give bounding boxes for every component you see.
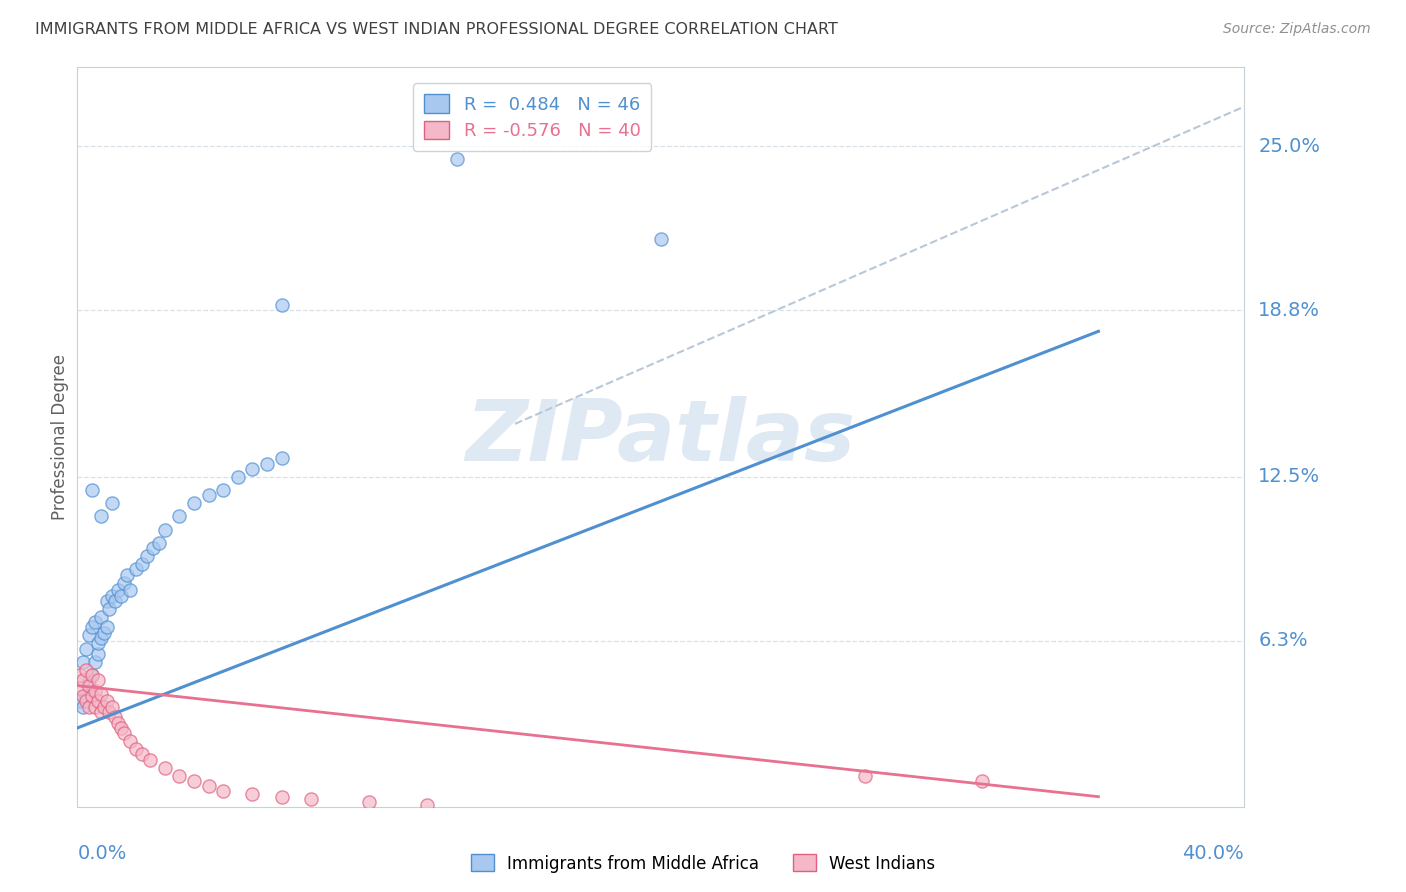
Point [118,734,141,748]
Point [270,451,292,466]
Point [416,797,439,812]
Text: 40.0%: 40.0% [1182,844,1244,863]
Text: 0.0%: 0.0% [77,844,127,863]
Point [110,589,132,603]
Point [357,795,380,809]
Point [87,636,110,650]
Point [256,457,278,471]
Point [104,594,127,608]
Point [80,689,103,703]
Point [240,787,263,801]
Point [96,620,118,634]
Text: 6.3%: 6.3% [1258,632,1308,650]
Point [142,541,165,555]
Point [197,488,219,502]
Text: 18.8%: 18.8% [1258,301,1320,319]
Point [270,298,292,312]
Point [98,602,121,616]
Point [90,705,112,719]
Point [131,557,153,571]
Point [90,631,112,645]
Point [87,694,110,708]
Y-axis label: Professional Degree: Professional Degree [51,354,69,520]
Point [240,462,263,476]
Text: ZIPatlas: ZIPatlas [465,395,856,479]
Point [148,536,170,550]
Point [77,679,100,693]
Point [93,699,115,714]
Point [136,549,159,563]
Point [72,689,94,703]
Point [80,620,103,634]
Point [446,153,468,167]
Text: Source: ZipAtlas.com: Source: ZipAtlas.com [1223,22,1371,37]
Point [183,773,205,788]
Point [299,792,322,806]
Point [101,589,124,603]
Point [212,784,235,798]
Point [72,655,94,669]
Point [107,583,129,598]
Point [90,687,112,701]
Point [169,768,191,782]
Point [87,647,110,661]
Point [77,699,100,714]
Point [69,668,91,682]
Point [197,779,219,793]
Point [72,673,94,688]
Legend: Immigrants from Middle Africa, West Indians: Immigrants from Middle Africa, West Indi… [464,847,942,880]
Point [75,641,97,656]
Point [80,668,103,682]
Point [83,615,105,630]
Point [83,655,105,669]
Point [93,625,115,640]
Point [104,710,127,724]
Point [124,562,148,576]
Point [101,496,124,510]
Point [80,483,103,497]
Point [77,673,100,688]
Point [69,694,91,708]
Point [212,483,235,497]
Point [110,721,132,735]
Point [970,773,993,788]
Point [853,768,876,782]
Point [90,509,112,524]
Point [96,594,118,608]
Point [118,583,141,598]
Point [124,742,148,756]
Point [75,694,97,708]
Point [83,699,105,714]
Point [83,684,105,698]
Point [139,753,162,767]
Point [650,232,672,246]
Point [87,673,110,688]
Point [112,726,135,740]
Point [153,523,176,537]
Point [77,628,100,642]
Point [112,575,135,590]
Point [131,747,153,762]
Point [90,610,112,624]
Text: IMMIGRANTS FROM MIDDLE AFRICA VS WEST INDIAN PROFESSIONAL DEGREE CORRELATION CHA: IMMIGRANTS FROM MIDDLE AFRICA VS WEST IN… [35,22,838,37]
Point [80,668,103,682]
Point [270,789,292,804]
Point [101,699,124,714]
Point [69,681,91,696]
Text: 25.0%: 25.0% [1258,136,1320,156]
Point [98,705,121,719]
Point [72,699,94,714]
Point [107,715,129,730]
Point [183,496,205,510]
Point [169,509,191,524]
Point [75,689,97,703]
Point [75,663,97,677]
Point [115,567,138,582]
Point [153,761,176,775]
Text: 12.5%: 12.5% [1258,467,1320,486]
Point [96,694,118,708]
Legend: R =  0.484   N = 46, R = -0.576   N = 40: R = 0.484 N = 46, R = -0.576 N = 40 [413,83,651,151]
Point [226,469,249,483]
